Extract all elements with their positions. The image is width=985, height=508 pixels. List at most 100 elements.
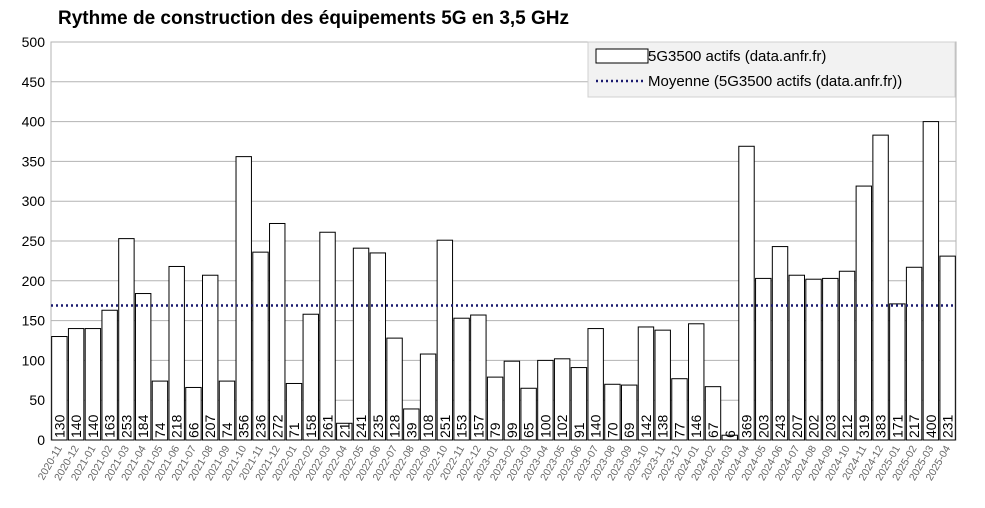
bar: [302, 313, 319, 441]
data-label: 77: [671, 422, 687, 438]
bar: [134, 293, 152, 441]
bar: [218, 380, 236, 441]
data-label: 157: [470, 414, 486, 438]
data-label: 212: [839, 414, 855, 438]
data-label: 171: [889, 414, 905, 438]
y-tick-label: 250: [22, 233, 46, 249]
bar: [486, 376, 504, 441]
bar: [419, 353, 437, 441]
bar: [939, 255, 956, 441]
bar: [688, 323, 705, 441]
bar: [101, 309, 118, 441]
bar: [51, 336, 68, 441]
bar: [151, 380, 169, 441]
data-label: 203: [822, 414, 838, 438]
bar: [185, 386, 202, 441]
data-label: 272: [269, 414, 285, 438]
data-label: 108: [420, 414, 436, 438]
data-label: 102: [554, 414, 570, 438]
bar: [470, 314, 487, 441]
bar: [587, 328, 604, 441]
data-label: 163: [102, 414, 118, 438]
bar: [537, 359, 554, 441]
data-label: 128: [387, 414, 403, 438]
bar: [336, 422, 353, 441]
bar: [386, 337, 403, 441]
bar: [671, 378, 688, 441]
bar: [403, 408, 420, 441]
data-label: 207: [202, 414, 218, 438]
data-label: 67: [705, 422, 721, 438]
data-label: 369: [739, 414, 755, 438]
data-label: 241: [353, 414, 369, 438]
bar: [84, 328, 102, 441]
bar: [202, 274, 219, 441]
data-label: 356: [236, 414, 252, 438]
bar: [235, 156, 252, 441]
bar: [436, 239, 454, 441]
bar: [855, 185, 873, 441]
bar: [285, 382, 303, 441]
bar: [704, 386, 722, 441]
data-label: 207: [789, 414, 805, 438]
bar: [637, 326, 655, 441]
bar: [118, 238, 135, 441]
legend: [587, 41, 956, 98]
data-label: 65: [521, 422, 537, 438]
legend-label-average: Moyenne (5G3500 actifs (data.anfr.fr)): [648, 73, 902, 90]
data-label: 79: [487, 422, 503, 438]
plot-border: [50, 41, 957, 441]
bar: [788, 274, 805, 441]
data-label: 158: [303, 414, 319, 438]
data-label: 203: [755, 414, 771, 438]
data-label: 39: [403, 422, 419, 438]
data-label: 153: [454, 414, 470, 438]
bar: [369, 252, 387, 441]
bar: [838, 270, 856, 441]
data-label: 21: [336, 422, 352, 438]
data-label: 231: [940, 414, 956, 438]
bar: [822, 277, 839, 441]
data-label: 71: [286, 422, 302, 438]
data-label: 319: [856, 414, 872, 438]
data-label: 202: [806, 414, 822, 438]
bar: [872, 134, 889, 441]
data-label: 6: [722, 430, 738, 438]
data-label: 140: [85, 414, 101, 438]
data-label: 74: [219, 422, 235, 438]
data-label: 400: [923, 414, 939, 438]
data-label: 138: [655, 414, 671, 438]
bar: [771, 246, 789, 441]
data-label: 261: [320, 414, 336, 438]
bar: [319, 231, 336, 441]
bar: [889, 303, 906, 441]
data-label: 383: [873, 414, 889, 438]
data-label: 236: [252, 414, 268, 438]
y-tick-label: 300: [22, 193, 46, 209]
data-label: 130: [51, 414, 67, 438]
y-tick-label: 200: [22, 273, 46, 289]
bar: [352, 247, 370, 441]
bar: [755, 277, 772, 441]
data-label: 140: [68, 414, 84, 438]
data-label: 251: [437, 414, 453, 438]
bar: [905, 266, 923, 441]
bar: [721, 434, 738, 441]
bar: [168, 265, 185, 441]
data-label: 99: [504, 422, 520, 438]
y-tick-label: 150: [22, 313, 46, 329]
bar: [67, 328, 85, 441]
data-label: 146: [688, 414, 704, 438]
data-label: 217: [906, 414, 922, 438]
data-label: 100: [537, 414, 553, 438]
data-label: 66: [185, 422, 201, 438]
bar: [553, 358, 571, 441]
y-tick-label: 350: [22, 153, 46, 169]
data-label: 243: [772, 414, 788, 438]
data-label: 70: [604, 422, 620, 438]
data-label: 235: [370, 414, 386, 438]
data-label: 142: [638, 414, 654, 438]
bar: [620, 384, 638, 441]
